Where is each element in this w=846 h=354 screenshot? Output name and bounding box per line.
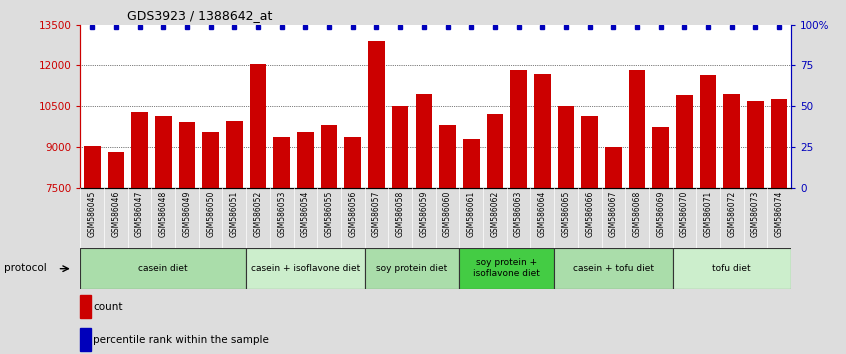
Text: GSM586061: GSM586061 xyxy=(467,190,475,237)
Bar xyxy=(652,127,669,188)
Text: GSM586057: GSM586057 xyxy=(372,190,381,237)
Text: GSM586052: GSM586052 xyxy=(254,190,262,237)
Text: GSM586064: GSM586064 xyxy=(538,190,547,237)
Text: casein + tofu diet: casein + tofu diet xyxy=(573,264,654,273)
Bar xyxy=(297,132,314,188)
Bar xyxy=(510,69,527,188)
Bar xyxy=(581,116,598,188)
Bar xyxy=(486,114,503,188)
Bar xyxy=(202,132,219,188)
Bar xyxy=(676,95,693,188)
Text: GSM586069: GSM586069 xyxy=(656,190,665,237)
Text: GSM586067: GSM586067 xyxy=(609,190,618,237)
Text: GSM586045: GSM586045 xyxy=(88,190,96,237)
Text: GSM586051: GSM586051 xyxy=(230,190,239,237)
Bar xyxy=(80,248,246,289)
Text: soy protein +
isoflavone diet: soy protein + isoflavone diet xyxy=(473,258,541,278)
Bar xyxy=(80,328,91,351)
Bar xyxy=(700,75,717,188)
Bar xyxy=(439,125,456,188)
Text: GSM586054: GSM586054 xyxy=(301,190,310,237)
Bar xyxy=(273,137,290,188)
Text: tofu diet: tofu diet xyxy=(712,264,751,273)
Bar xyxy=(368,41,385,188)
Bar xyxy=(673,248,791,289)
Text: GSM586049: GSM586049 xyxy=(183,190,191,237)
Bar xyxy=(179,122,195,188)
Bar xyxy=(558,106,574,188)
Text: GSM586065: GSM586065 xyxy=(562,190,570,237)
Text: GSM586073: GSM586073 xyxy=(751,190,760,237)
Text: GSM586071: GSM586071 xyxy=(704,190,712,237)
Bar xyxy=(84,145,101,188)
Text: casein diet: casein diet xyxy=(139,264,188,273)
Bar xyxy=(534,74,551,188)
Text: soy protein diet: soy protein diet xyxy=(376,264,448,273)
Text: GSM586048: GSM586048 xyxy=(159,190,168,237)
Bar xyxy=(463,139,480,188)
Bar xyxy=(250,64,266,188)
Bar xyxy=(459,248,554,289)
Text: GSM586063: GSM586063 xyxy=(514,190,523,237)
Bar xyxy=(246,248,365,289)
Text: GSM586060: GSM586060 xyxy=(443,190,452,237)
Bar xyxy=(554,248,673,289)
Bar xyxy=(723,94,740,188)
Text: casein + isoflavone diet: casein + isoflavone diet xyxy=(250,264,360,273)
Text: GSM586047: GSM586047 xyxy=(135,190,144,237)
Text: GSM586072: GSM586072 xyxy=(728,190,736,237)
Bar xyxy=(321,125,338,188)
Text: protocol: protocol xyxy=(4,263,47,273)
Text: GSM586058: GSM586058 xyxy=(396,190,404,237)
Bar xyxy=(629,69,645,188)
Text: GSM586059: GSM586059 xyxy=(420,190,428,237)
Bar xyxy=(747,101,764,188)
Bar xyxy=(415,94,432,188)
Text: GSM586046: GSM586046 xyxy=(112,190,120,237)
Text: GSM586053: GSM586053 xyxy=(277,190,286,237)
Text: GSM586068: GSM586068 xyxy=(633,190,641,237)
Text: GSM586070: GSM586070 xyxy=(680,190,689,237)
Bar xyxy=(226,121,243,188)
Bar xyxy=(80,295,91,318)
Bar xyxy=(344,137,361,188)
Text: GSM586062: GSM586062 xyxy=(491,190,499,237)
Text: GSM586056: GSM586056 xyxy=(349,190,357,237)
Bar xyxy=(131,112,148,188)
Bar xyxy=(107,152,124,188)
Text: count: count xyxy=(93,302,123,312)
Bar xyxy=(392,106,409,188)
Bar xyxy=(771,99,788,188)
Bar xyxy=(365,248,459,289)
Text: GSM586055: GSM586055 xyxy=(325,190,333,237)
Text: percentile rank within the sample: percentile rank within the sample xyxy=(93,335,269,344)
Text: GSM586050: GSM586050 xyxy=(206,190,215,237)
Text: GDS3923 / 1388642_at: GDS3923 / 1388642_at xyxy=(127,9,272,22)
Bar xyxy=(605,147,622,188)
Text: GSM586066: GSM586066 xyxy=(585,190,594,237)
Bar xyxy=(155,116,172,188)
Text: GSM586074: GSM586074 xyxy=(775,190,783,237)
